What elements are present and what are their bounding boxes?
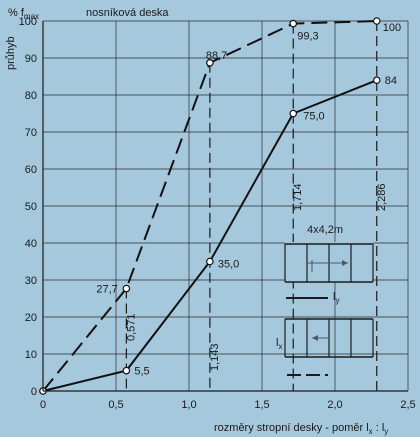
y-tick-label: 100 <box>19 16 37 28</box>
data-label: 88,7 <box>206 50 227 62</box>
y-tick-label: 0 <box>31 386 37 398</box>
vertical-marker-label: 1,143 <box>209 343 221 371</box>
x-tick-label: 0 <box>40 399 46 411</box>
data-point <box>372 17 381 25</box>
y-tick-label: 30 <box>25 275 37 287</box>
inset-label-lx: lx <box>276 337 282 351</box>
arrow-head-icon <box>342 260 348 266</box>
y-tick-label: 20 <box>25 312 37 324</box>
y-tick-label: 80 <box>25 90 37 102</box>
data-point <box>289 109 298 118</box>
axes: 0 0,5 1,0 1,5 2,0 2,5 0 10 20 30 40 50 60 70 80 90 100 <box>19 16 416 411</box>
x-tick-label: 1,0 <box>181 399 196 411</box>
data-point <box>206 59 214 67</box>
inset-label-ly: ly <box>333 291 339 305</box>
data-label: 5,5 <box>134 366 149 378</box>
x-tick-label: 1,5 <box>254 399 269 411</box>
y-axis-label: průhyb <box>5 36 17 70</box>
vertical-marker-label: 2,286 <box>376 183 388 211</box>
slab-inset: 4x4,2m ly lx <box>276 224 374 376</box>
y-tick-label: 70 <box>25 127 37 139</box>
data-point <box>372 76 381 85</box>
data-point <box>289 19 298 28</box>
vertical-markers: 0,571 1,143 1,714 2,286 <box>125 21 388 391</box>
x-tick-label: 2,0 <box>327 399 342 411</box>
arrow-head-icon <box>312 335 318 341</box>
vertical-marker-label: 1,714 <box>292 183 304 211</box>
data-label: 100 <box>383 22 401 34</box>
chart-title: nosníková deska <box>86 7 169 19</box>
data-label: 75,0 <box>303 111 324 123</box>
x-axis-label: rozměry stropní desky - poměr lx : ly <box>214 422 388 436</box>
data-point <box>122 366 131 375</box>
vertical-marker-label: 0,571 <box>125 313 137 341</box>
x-tick-label: 0,5 <box>108 399 123 411</box>
data-label: 35,0 <box>218 259 239 271</box>
data-point <box>206 257 214 266</box>
y-tick-label: 50 <box>25 201 37 213</box>
y-tick-label: 40 <box>25 238 37 250</box>
data-label: 99,3 <box>297 31 318 43</box>
data-label: 84 <box>385 75 397 87</box>
y-axis-unit: % fmax <box>8 7 39 21</box>
y-tick-label: 60 <box>25 164 37 176</box>
x-tick-label: 2,5 <box>400 399 415 411</box>
inset-title: 4x4,2m <box>307 224 343 236</box>
series: 27,7 88,7 99,3 100 5,5 35,0 75,0 84 <box>39 17 401 395</box>
y-tick-label: 10 <box>25 349 37 361</box>
y-tick-label: 90 <box>25 53 37 65</box>
data-label: 27,7 <box>96 284 117 296</box>
data-point <box>122 284 131 293</box>
